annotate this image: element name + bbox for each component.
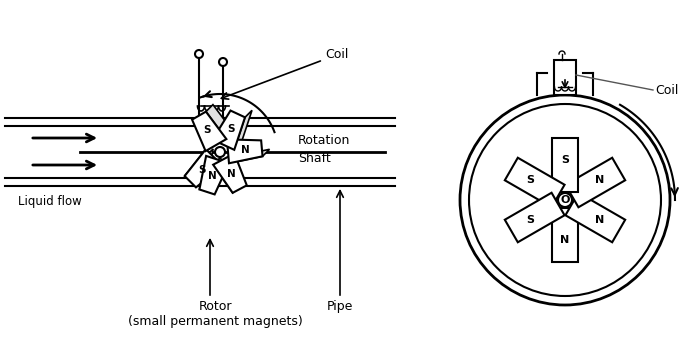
Text: S: S [198,165,206,175]
Text: S: S [204,125,212,135]
Polygon shape [199,156,229,195]
Text: N: N [240,145,249,155]
Text: Liquid flow: Liquid flow [18,195,82,208]
Text: N: N [595,175,604,185]
Bar [554,60,576,95]
Polygon shape [212,110,245,150]
Text: Rotor
(small permanent magnets): Rotor (small permanent magnets) [127,300,302,328]
Polygon shape [552,208,578,262]
Text: N: N [227,169,236,179]
Text: N: N [595,215,604,225]
Polygon shape [566,193,625,242]
Polygon shape [566,158,625,207]
Polygon shape [192,112,227,151]
Text: Coil: Coil [655,83,679,96]
Polygon shape [505,193,564,242]
Polygon shape [213,153,247,193]
Polygon shape [213,158,240,193]
Text: Rotation: Rotation [298,134,351,147]
Text: O: O [560,195,570,205]
Polygon shape [505,158,564,207]
Polygon shape [234,110,252,150]
Text: N: N [208,171,216,181]
Text: S: S [526,215,534,225]
Text: Pipe: Pipe [327,300,353,313]
Circle shape [558,193,572,207]
Polygon shape [206,105,234,139]
Polygon shape [227,139,263,163]
Polygon shape [552,138,578,192]
Text: S: S [227,124,234,134]
Circle shape [215,147,225,157]
Text: Shaft: Shaft [298,152,331,165]
Text: Coil: Coil [325,48,349,61]
Text: S: S [561,155,569,165]
Polygon shape [185,142,213,176]
Polygon shape [199,149,213,190]
Text: N: N [560,235,570,245]
Text: S: S [526,175,534,185]
Polygon shape [185,149,223,187]
Polygon shape [229,149,269,163]
